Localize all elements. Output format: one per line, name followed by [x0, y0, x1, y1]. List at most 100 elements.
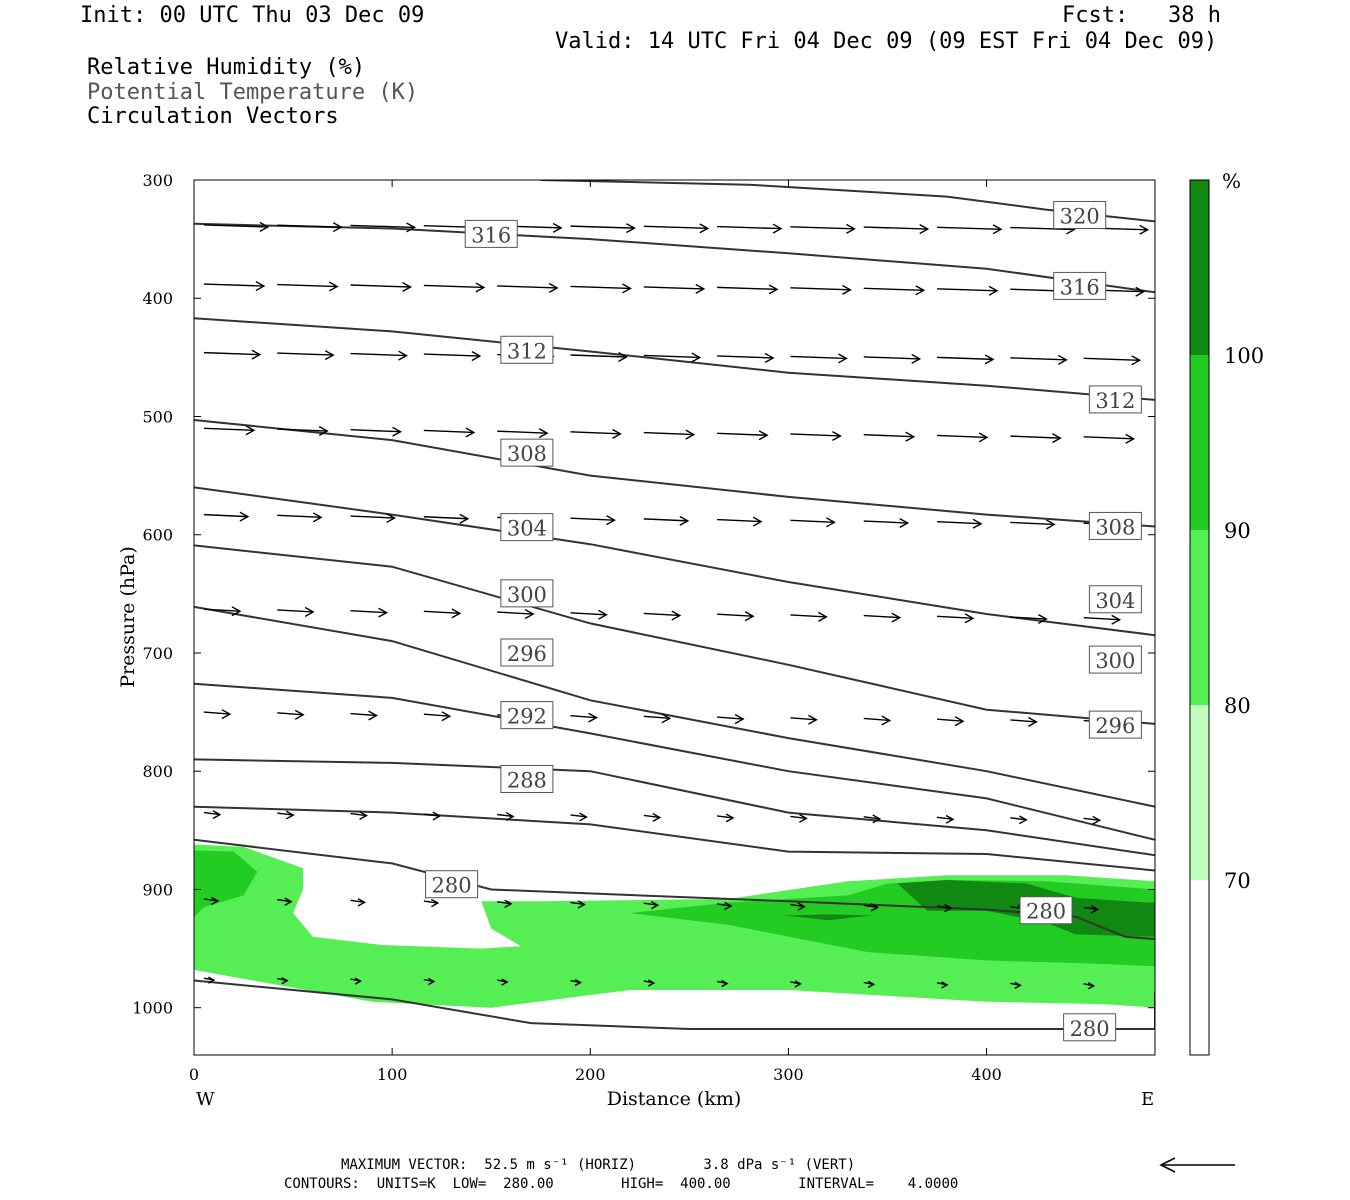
circulation-vector	[863, 980, 876, 989]
colorbar-label: 70	[1224, 869, 1251, 893]
svg-text:300: 300	[507, 583, 547, 607]
circulation-vector	[570, 978, 582, 987]
circulation-vector	[497, 978, 509, 986]
field-vectors: Circulation Vectors	[87, 104, 339, 129]
svg-text:312: 312	[507, 339, 547, 363]
y-tick-label: 500	[142, 407, 173, 426]
circulation-vector	[863, 612, 902, 623]
theta-contour-280	[194, 979, 1155, 1030]
y-tick-label: 1000	[132, 999, 173, 1018]
x-tick-label: 400	[971, 1065, 1002, 1084]
circulation-vector	[717, 516, 763, 527]
svg-text:292: 292	[507, 705, 547, 729]
theta-contour-300	[194, 544, 1155, 725]
svg-text:300: 300	[1095, 649, 1135, 673]
svg-text:288: 288	[507, 768, 547, 792]
circulation-vector	[423, 513, 470, 524]
circulation-vector	[1010, 614, 1048, 625]
svg-text:312: 312	[1095, 389, 1135, 413]
contour-label: 292	[500, 701, 554, 730]
valid-time: Valid: 14 UTC Fri 04 Dec 09 (09 EST Fri …	[555, 29, 1218, 54]
circulation-vector	[350, 513, 396, 524]
circulation-vector	[423, 351, 482, 362]
rh-region-90	[629, 880, 1155, 967]
circulation-vector	[570, 283, 632, 294]
circulation-vector	[570, 515, 616, 526]
circulation-vector	[423, 222, 490, 233]
circulation-vector	[1083, 815, 1102, 825]
contour-label: 304	[500, 513, 554, 542]
circulation-vector	[1010, 354, 1068, 365]
circulation-vector	[643, 515, 690, 526]
circulation-vector	[423, 811, 442, 821]
field-theta: Potential Temperature (K)	[87, 80, 419, 105]
rh-region-90	[194, 850, 258, 917]
y-tick-label: 300	[142, 171, 173, 190]
y-axis-title: Pressure (hPa)	[117, 546, 139, 688]
circulation-vector	[277, 222, 343, 233]
colorbar-frame	[1189, 179, 1210, 1056]
circulation-vector	[203, 709, 232, 720]
circulation-vector	[936, 903, 953, 913]
reference-vector	[1159, 1157, 1235, 1173]
circulation-vector	[570, 609, 608, 620]
contour-label: 316	[1053, 271, 1107, 300]
svg-text:308: 308	[507, 442, 547, 466]
circulation-vector	[1010, 716, 1038, 727]
plot-frame	[193, 179, 1156, 1056]
circulation-vector	[863, 224, 930, 235]
contour-label: 308	[1088, 511, 1142, 540]
circulation-vector	[717, 284, 779, 295]
circulation-vector	[350, 710, 378, 721]
circulation-vector	[277, 512, 323, 523]
circulation-vector	[277, 976, 289, 985]
circulation-vector	[1010, 286, 1072, 297]
circulation-vector	[203, 976, 216, 984]
circulation-vector	[277, 810, 295, 820]
colorbar-segment	[1190, 880, 1209, 1055]
circulation-vector	[277, 709, 305, 720]
circulation-vector	[350, 811, 368, 821]
rh-region-80	[194, 844, 1155, 1008]
svg-text:316: 316	[1060, 275, 1100, 299]
circulation-vector	[1083, 355, 1142, 366]
circulation-vector	[1083, 520, 1130, 531]
max-vector-note: MAXIMUM VECTOR: 52.5 m s⁻¹ (HORIZ) 3.8 d…	[341, 1157, 856, 1173]
circulation-vector	[497, 711, 525, 722]
circulation-vector	[203, 606, 242, 617]
circulation-vector	[643, 283, 706, 294]
circulation-vector	[863, 814, 882, 824]
circulation-vector	[643, 979, 656, 987]
circulation-vector	[790, 517, 836, 528]
circulation-vector	[863, 715, 892, 726]
theta-contour-304	[194, 486, 1155, 637]
contour-label: 296	[500, 638, 554, 667]
circulation-vector	[350, 281, 412, 293]
circulation-vector	[203, 281, 266, 292]
svg-text:296: 296	[507, 642, 547, 666]
circulation-vector	[936, 814, 955, 824]
circulation-vector	[497, 222, 563, 233]
circulation-vector	[570, 223, 636, 234]
circulation-vector	[790, 980, 802, 988]
x-end-east: E	[1141, 1089, 1154, 1110]
contour-label: 288	[500, 764, 554, 793]
circulation-vector	[863, 353, 922, 364]
circulation-vector	[1083, 286, 1146, 297]
circulation-vector	[717, 813, 735, 823]
circulation-vector	[203, 896, 220, 906]
contour-label: 304	[1088, 585, 1142, 614]
circulation-vector	[423, 282, 486, 293]
circulation-vector	[570, 712, 598, 723]
circulation-vector	[350, 426, 402, 437]
contour-label: 300	[1088, 645, 1142, 674]
circulation-vector	[937, 224, 1003, 235]
circulation-vector	[643, 352, 702, 363]
colorbar-segment	[1190, 355, 1209, 530]
circulation-vector	[277, 281, 339, 292]
circulation-vector	[277, 606, 315, 617]
circulation-vector	[717, 352, 775, 363]
colorbar-label: 80	[1224, 694, 1251, 718]
circulation-vector	[643, 812, 662, 822]
